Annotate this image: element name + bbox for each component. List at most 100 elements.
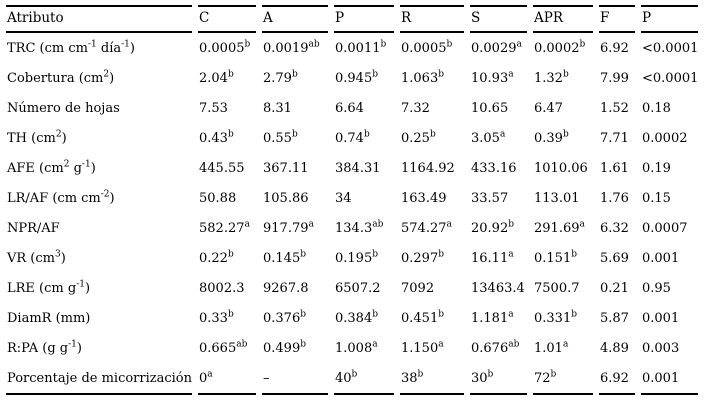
row-label: Cobertura (cm2): [7, 69, 115, 86]
significance-superscript: -1: [81, 159, 91, 170]
significance-superscript: -2: [100, 189, 110, 200]
column-header-apr: APR: [533, 5, 593, 33]
row-label: AFE (cm2 g-1): [7, 159, 96, 176]
significance-superscript: b: [380, 39, 387, 50]
row-label: LR/AF (cm cm-2): [7, 189, 115, 206]
data-cell: 72b: [533, 363, 593, 395]
table-row: Cobertura (cm2) 2.04b 2.79b 0.945b 1.063b 10.…: [6, 63, 698, 93]
row-label: VR (cm3): [7, 249, 66, 266]
significance-superscript: b: [446, 39, 453, 50]
data-cell: 2.04b: [199, 69, 234, 86]
data-cell: 38b: [400, 363, 464, 395]
significance-superscript: 3: [55, 249, 61, 260]
data-cell: 0.21: [600, 280, 629, 296]
data-cell: 0.33b: [199, 309, 234, 326]
data-cell: 7.53: [199, 100, 228, 116]
significance-superscript: b: [579, 39, 586, 50]
data-cell: 1.150a: [401, 339, 444, 356]
data-cell: 0.39b: [534, 129, 569, 146]
significance-superscript: ab: [372, 219, 384, 230]
column-header-f: F: [599, 5, 635, 33]
significance-superscript: b: [562, 129, 569, 140]
significance-superscript: a: [438, 339, 444, 350]
data-cell: 0.0029a: [471, 39, 522, 56]
data-cell: 105.86: [263, 190, 309, 206]
significance-superscript: a: [508, 69, 514, 80]
data-cell: 0.55b: [263, 129, 298, 146]
data-cell: 0.945b: [335, 69, 378, 86]
column-header-p: P: [641, 5, 698, 33]
table-header: Atributo C A P R S APR F P: [6, 5, 698, 33]
table-row: TH (cm2) 0.43b 0.55b 0.74b 0.25b 3.05a 0.39b 7.…: [6, 123, 698, 153]
data-cell: 0.18: [642, 100, 671, 116]
attributes-table: Atributo C A P R S APR F P TRC (cm cm-1 día-1) 0.…: [0, 5, 704, 395]
significance-superscript: a: [562, 339, 569, 350]
significance-superscript: b: [300, 249, 306, 260]
column-header-s: S: [470, 5, 527, 33]
data-cell: 20.92b: [471, 219, 514, 236]
data-cell: 2.79b: [263, 69, 298, 86]
data-cell: 0.0005b: [199, 39, 251, 56]
data-cell: 0.74b: [335, 129, 370, 146]
data-cell: 0.19: [642, 160, 671, 176]
data-cell: 0.297b: [401, 249, 444, 266]
data-cell: 0.331b: [534, 309, 577, 326]
data-cell: 0.0019ab: [263, 39, 320, 56]
data-cell: 1.181a: [471, 309, 514, 326]
data-cell: 7092: [401, 280, 435, 296]
significance-superscript: b: [363, 129, 370, 140]
data-cell: 0.22b: [199, 249, 234, 266]
significance-superscript: b: [227, 309, 234, 320]
data-cell: 134.3ab: [335, 219, 384, 236]
significance-superscript: -1: [87, 39, 97, 50]
significance-superscript: a: [308, 219, 314, 230]
data-cell: 1.61: [600, 160, 629, 176]
table-row: AFE (cm2 g-1) 445.55 367.11 384.31 1164.92 43…: [6, 153, 698, 183]
table-row: LR/AF (cm cm-2) 50.88 105.86 34 163.49 33.57 1…: [6, 183, 698, 213]
significance-superscript: b: [429, 129, 436, 140]
table-body: TRC (cm cm-1 día-1) 0.0005b 0.0019ab 0.0011…: [6, 33, 698, 395]
data-cell: 50.88: [199, 190, 237, 206]
significance-superscript: b: [372, 69, 378, 80]
significance-superscript: a: [516, 39, 522, 50]
significance-superscript: b: [372, 309, 378, 320]
data-cell: 917.79a: [263, 219, 314, 236]
data-cell: 0.0002b: [534, 39, 586, 56]
data-cell: 0.15: [642, 190, 671, 206]
data-cell: –: [262, 363, 328, 395]
significance-superscript: a: [446, 219, 452, 230]
data-cell: 367.11: [263, 160, 309, 176]
data-cell: 0.0005b: [401, 39, 453, 56]
significance-superscript: 2: [63, 159, 70, 170]
significance-superscript: a: [372, 339, 378, 350]
data-cell: 0.43b: [199, 129, 234, 146]
significance-superscript: a: [508, 309, 514, 320]
data-cell: 0.001: [642, 250, 680, 266]
row-label: TRC (cm cm-1 día-1): [7, 39, 135, 56]
data-cell: 10.65: [471, 100, 509, 116]
data-cell: 0.0011b: [335, 39, 387, 56]
significance-superscript: ab: [508, 339, 520, 350]
row-label: TH (cm2): [7, 129, 67, 146]
column-header-r: R: [400, 5, 464, 33]
data-cell: <0.0001: [642, 70, 699, 86]
data-cell: 0.001: [641, 363, 698, 395]
column-header-c: C: [198, 5, 256, 33]
significance-superscript: b: [372, 249, 378, 260]
data-cell: 384.31: [335, 160, 381, 176]
significance-superscript: b: [438, 309, 444, 320]
significance-superscript: -1: [68, 339, 77, 350]
significance-superscript: a: [508, 249, 514, 260]
data-cell: 291.69a: [534, 219, 585, 236]
table-row: LRE (cm g-1) 8002.3 9267.8 6507.2 7092 13463.…: [6, 273, 698, 303]
data-cell: 0.499b: [263, 339, 306, 356]
table-row: VR (cm3) 0.22b 0.145b 0.195b 0.297b 16.11a 0.1…: [6, 243, 698, 273]
significance-superscript: -1: [121, 39, 130, 50]
table-row: TRC (cm cm-1 día-1) 0.0005b 0.0019ab 0.0011…: [6, 33, 698, 63]
data-cell: 3.05a: [471, 129, 506, 146]
significance-superscript: b: [438, 69, 444, 80]
data-cell: 6.92: [600, 40, 629, 56]
significance-superscript: b: [351, 369, 358, 380]
row-label: Porcentaje de micorrización: [6, 363, 192, 395]
